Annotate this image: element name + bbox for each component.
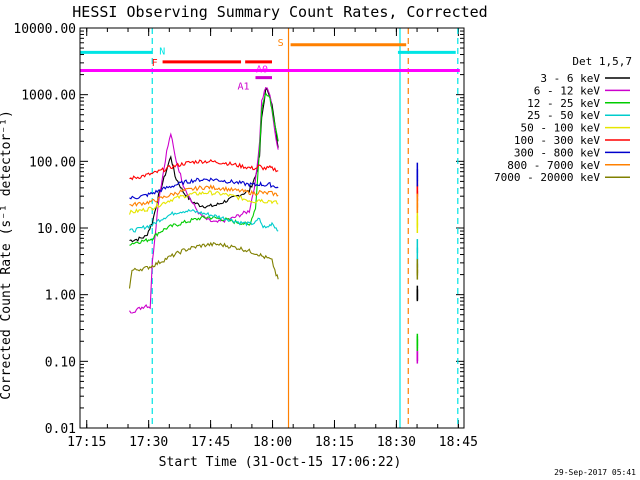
legend-entry-label: 6 - 12 keV	[534, 84, 601, 97]
series-line-3-6keV	[129, 87, 279, 243]
plot-timestamp: 29-Sep-2017 05:41	[554, 468, 636, 477]
flag-label-A1: A1	[237, 82, 249, 93]
legend-entry-label: 7000 - 20000 keV	[494, 171, 600, 184]
series-line-50-100keV	[128, 190, 279, 215]
x-tick-label: 17:30	[129, 435, 168, 450]
plot-area: 0.01 0.10 1.00 10.00 100.00 1000.00 10000.00 17…	[13, 22, 478, 450]
series-line-800-7000keV	[129, 184, 279, 207]
y-tick-label: 0.10	[45, 355, 76, 370]
x-tick-label: 18:45	[439, 435, 478, 450]
legend-entry-label: 3 - 6 keV	[540, 72, 600, 85]
x-tick-label: 17:45	[191, 435, 230, 450]
series-line-300-800keV	[129, 177, 279, 200]
x-axis-label: Start Time (31-Oct-15 17:06:22)	[159, 455, 402, 470]
y-axis-label: Corrected Count Rate (s⁻¹ detector⁻¹)	[0, 110, 14, 400]
x-tick-label: 18:00	[253, 435, 292, 450]
y-tick-label: 0.01	[45, 422, 76, 437]
flag-label-N: N	[159, 46, 165, 57]
legend-title: Det 1,5,7	[572, 55, 632, 68]
y-tick-label: 100.00	[29, 155, 76, 170]
legend-entry-label: 300 - 800 keV	[514, 146, 600, 159]
series-line-12-25keV	[129, 92, 279, 246]
y-tick-label: 1.00	[45, 289, 76, 304]
x-tick-label: 18:15	[315, 435, 354, 450]
legend-entry-label: 100 - 300 keV	[514, 134, 600, 147]
x-tick-label: 17:15	[67, 435, 106, 450]
legend-entry-label: 25 - 50 keV	[527, 109, 600, 122]
series-line-25-50keV	[129, 208, 279, 233]
series-line-7000-20000keV	[128, 241, 279, 289]
legend-entry-label: 12 - 25 keV	[527, 97, 600, 110]
series-line-100-300keV	[129, 159, 279, 181]
flag-label-A0: A0	[256, 65, 268, 76]
flag-label-F: F	[152, 58, 158, 69]
plot-frame	[79, 27, 465, 429]
legend-entry-label: 50 - 100 keV	[521, 122, 601, 135]
chart-title: HESSI Observing Summary Count Rates, Cor…	[72, 3, 487, 21]
flag-label-S: S	[278, 38, 284, 49]
y-tick-label: 10000.00	[13, 22, 76, 37]
legend-entry-label: 800 - 7000 keV	[507, 159, 600, 172]
y-tick-label: 1000.00	[21, 89, 76, 104]
y-tick-label: 10.00	[37, 222, 76, 237]
x-tick-label: 18:30	[377, 435, 416, 450]
